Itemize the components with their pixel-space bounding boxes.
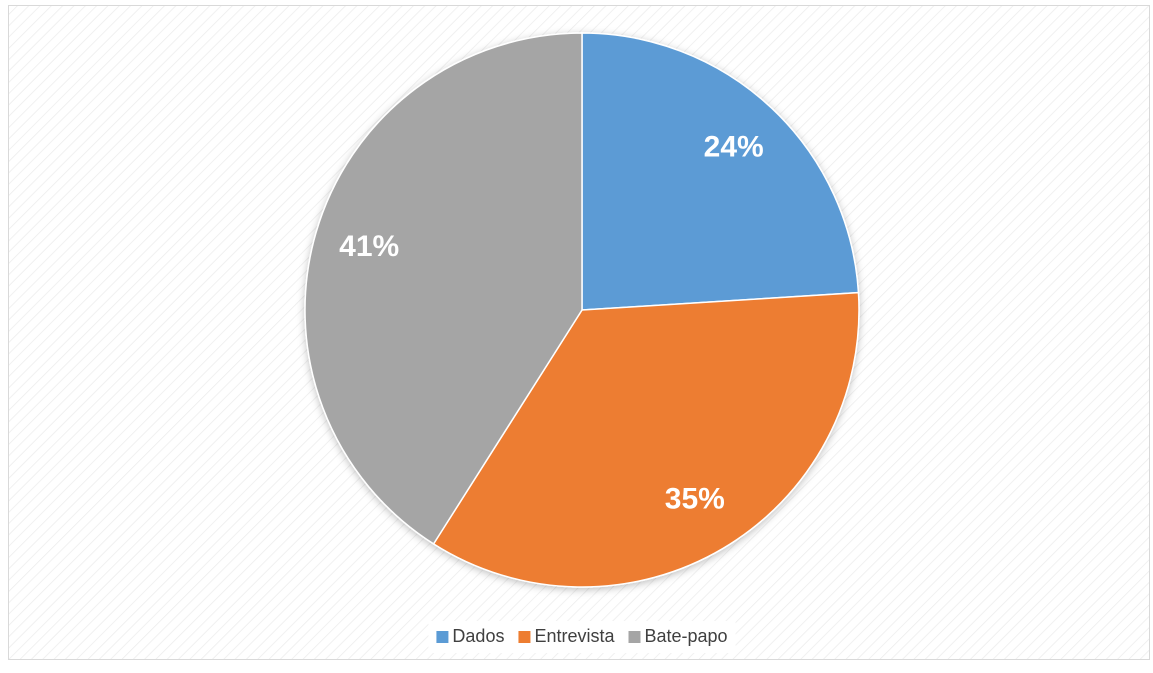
- value-label: 24%: [704, 130, 764, 163]
- value-label: 35%: [665, 483, 725, 516]
- value-labels: 24% 35% 41%: [339, 130, 764, 515]
- legend-swatch: [518, 631, 531, 643]
- pie-slice: [304, 32, 583, 545]
- pie-slice: [581, 32, 860, 311]
- value-label: 41%: [339, 230, 399, 263]
- pie-slice: [432, 291, 860, 588]
- legend: Dados Entrevista Bate-papo: [436, 626, 728, 646]
- legend-label: Dados: [452, 626, 504, 646]
- legend-background: [428, 621, 736, 653]
- legend-swatch: [436, 631, 449, 643]
- legend-label: Entrevista: [534, 626, 615, 646]
- legend-label: Bate-papo: [645, 626, 728, 646]
- pie: [304, 32, 860, 588]
- legend-swatch: [628, 631, 641, 643]
